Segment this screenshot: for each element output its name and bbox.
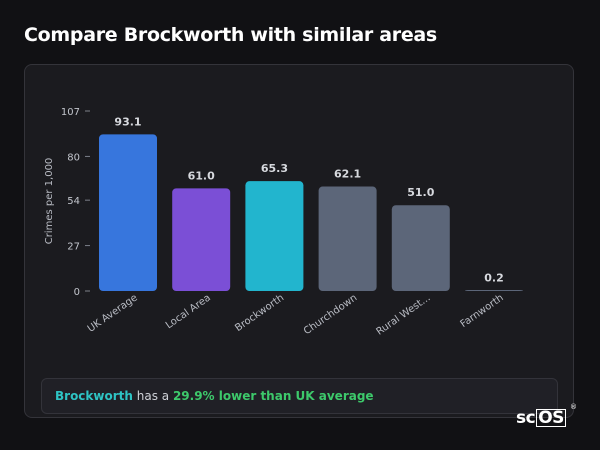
bar-uk-average — [99, 134, 157, 291]
summary-area-name: Brockworth — [55, 389, 133, 403]
summary-comparison: 29.9% lower than UK average — [172, 389, 374, 403]
x-category-label: UK Average — [86, 292, 140, 334]
bar-value-label: 51.0 — [407, 186, 434, 199]
bar-churchdown — [318, 186, 377, 291]
comparison-card: Crimes per 1,000 0 27 54 80 107 93.1 UK Average… — [24, 64, 574, 418]
bar-value-label: 93.1 — [114, 115, 141, 128]
summary-banner: Brockworth has a 29.9% lower than UK ave… — [41, 378, 558, 414]
y-tick-label: 0 — [74, 287, 80, 298]
bar-value-label: 65.3 — [261, 162, 288, 175]
x-category-label: Farnworth — [459, 292, 506, 330]
crime-bar-chart: Crimes per 1,000 0 27 54 80 107 93.1 UK Average… — [44, 107, 523, 338]
x-category-label: Churchdown — [302, 292, 359, 337]
bar-rural-west — [391, 205, 450, 291]
y-tick-label: 80 — [67, 152, 80, 163]
y-tick-label: 27 — [67, 242, 80, 253]
y-tick-label: 107 — [61, 107, 80, 118]
y-tick-label: 54 — [67, 196, 80, 207]
x-category-label: Brockworth — [233, 292, 286, 334]
page-title: Compare Brockworth with similar areas — [24, 24, 437, 46]
scos-logo: sc OS ® — [516, 403, 577, 428]
x-category-label: Rural West... — [374, 292, 432, 337]
x-category-label: Local Area — [164, 292, 213, 331]
y-axis-label: Crimes per 1,000 — [44, 158, 55, 245]
summary-text: has a — [132, 389, 173, 403]
bar-farnworth — [465, 290, 523, 291]
bar-value-label: 0.2 — [484, 272, 504, 285]
bar-brockworth — [245, 181, 304, 291]
bar-value-label: 62.1 — [334, 168, 361, 181]
bar-local-area — [172, 188, 231, 291]
bar-value-label: 61.0 — [188, 169, 215, 182]
